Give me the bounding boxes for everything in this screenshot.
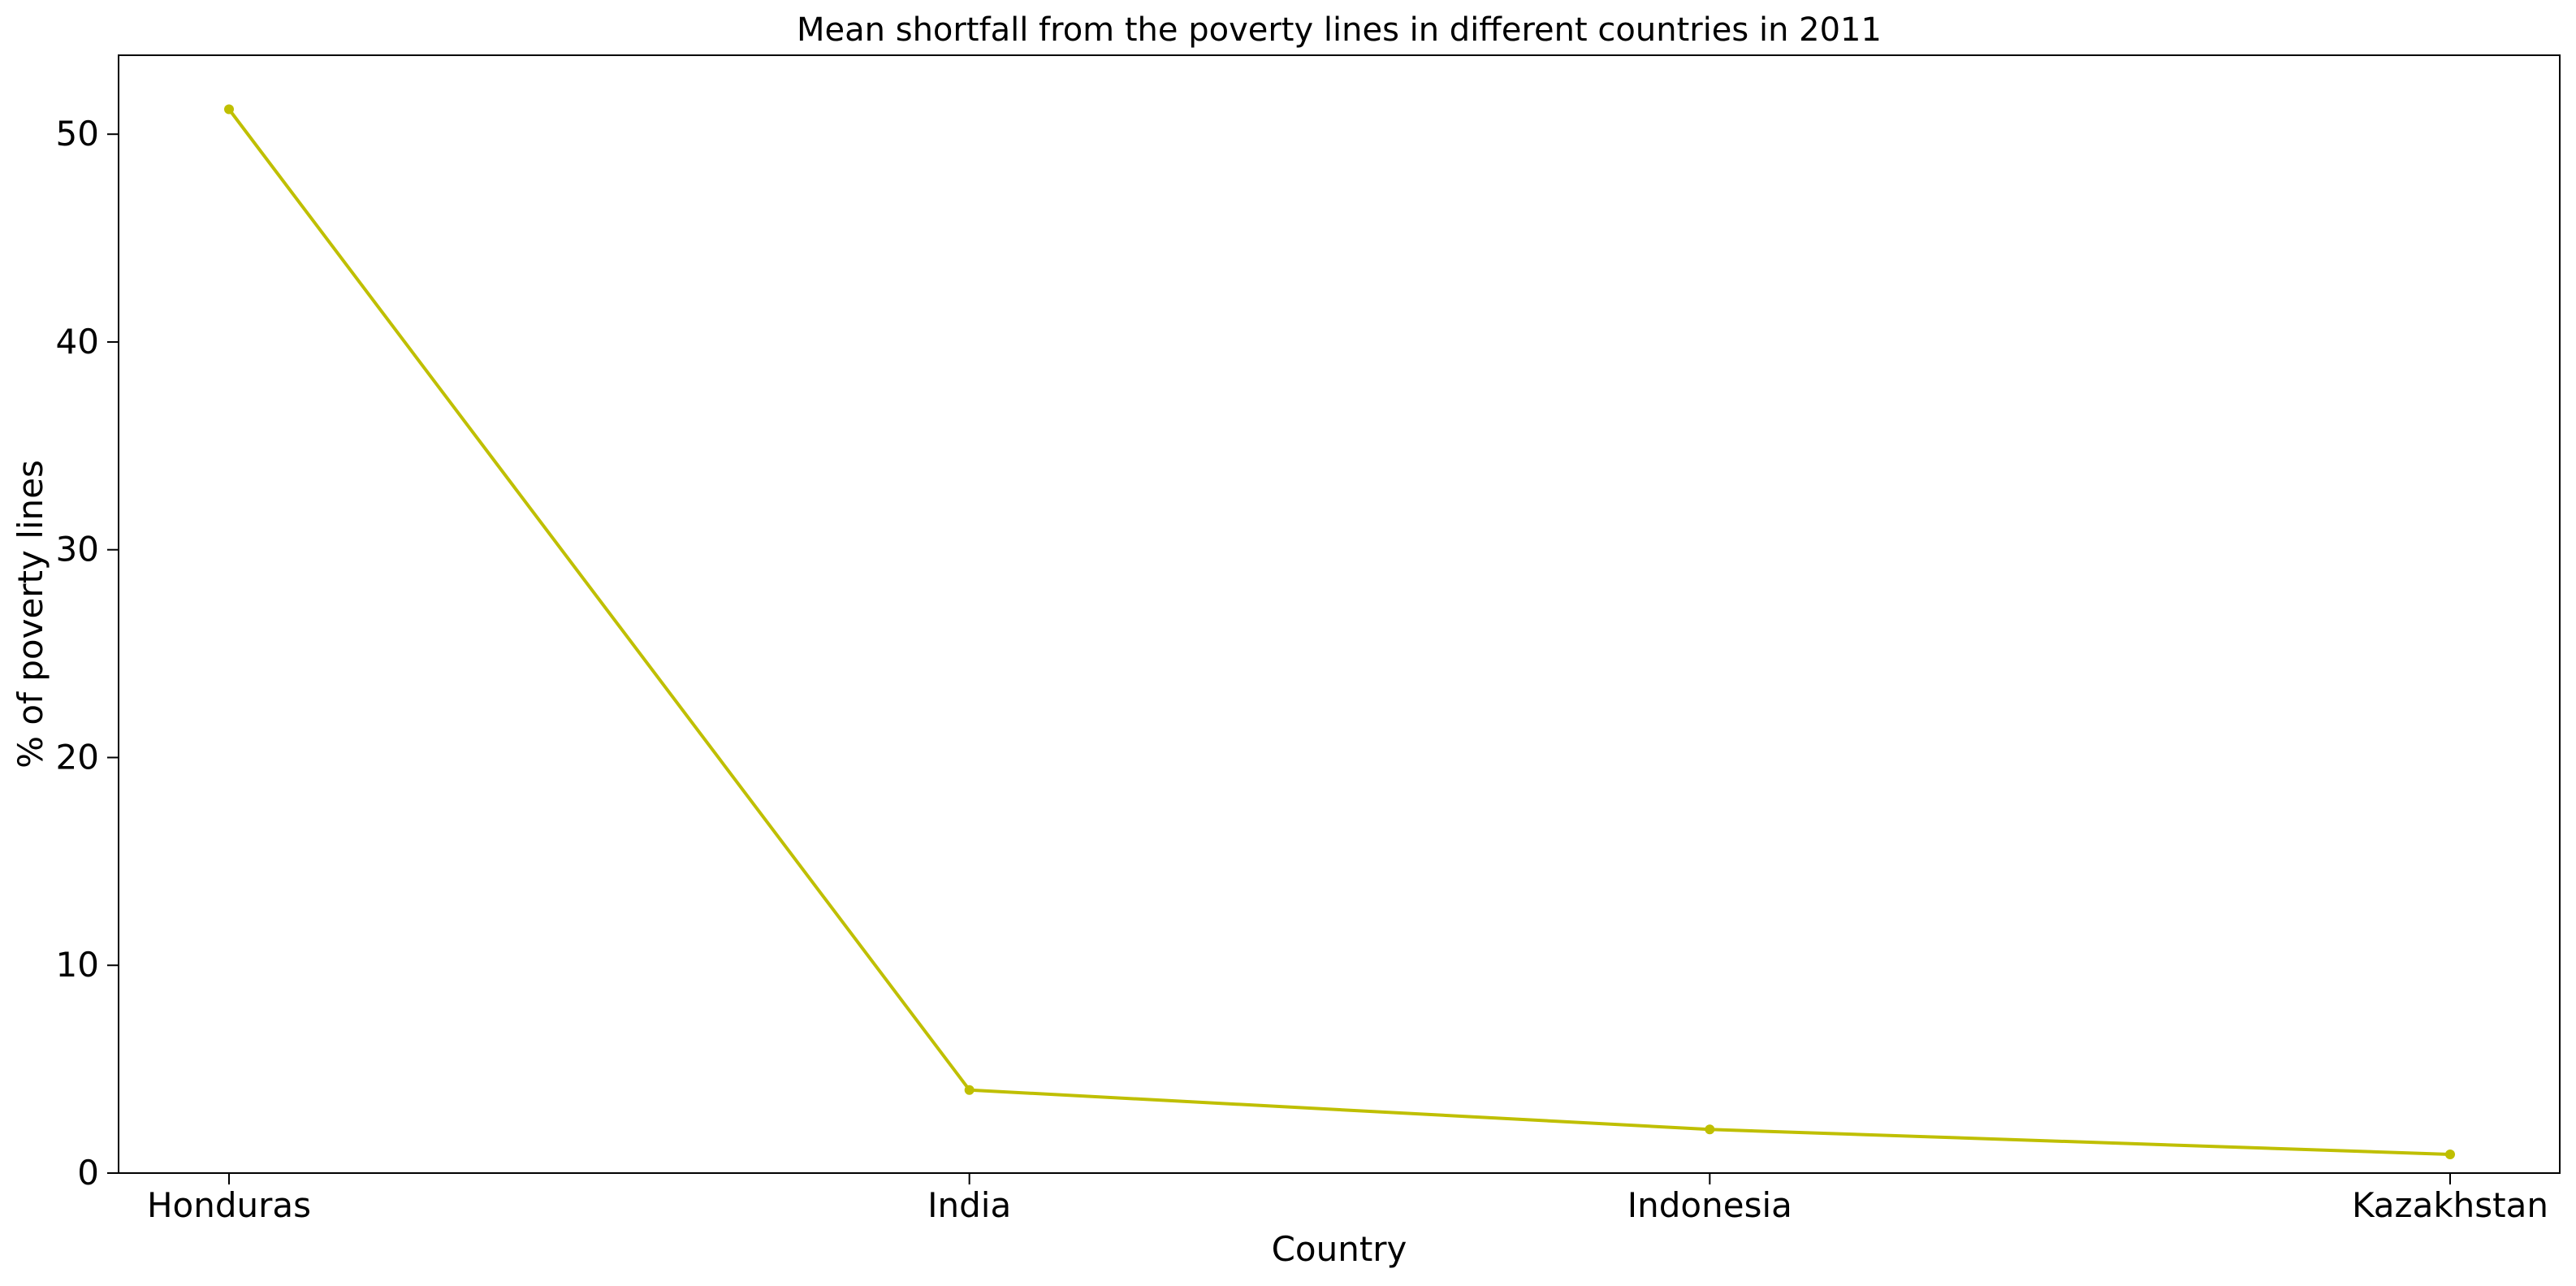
x-tick-label: Indonesia: [1627, 1185, 1792, 1225]
y-tick-label: 40: [56, 322, 99, 362]
x-tick-label: India: [927, 1185, 1011, 1225]
chart-title: Mean shortfall from the poverty lines in…: [797, 11, 1882, 49]
y-tick-label: 30: [56, 530, 99, 569]
data-point: [1705, 1124, 1715, 1135]
data-point: [964, 1085, 975, 1095]
y-tick-label: 0: [77, 1153, 99, 1193]
series-line: [227, 107, 2452, 1156]
y-tick-label: 20: [56, 737, 99, 777]
x-axis-label: Country: [1272, 1229, 1407, 1269]
plot-frame: [118, 54, 2561, 1174]
y-axis-label: % of poverty lines: [11, 460, 50, 769]
series-layer: [224, 104, 2455, 1159]
x-tick-label: Honduras: [147, 1185, 311, 1225]
data-point: [224, 104, 234, 115]
y-tick-label: 10: [56, 945, 99, 985]
ticks-layer: 0 10 20 30 40 50 Honduras India Indonesia Kazakhs…: [56, 114, 2548, 1225]
x-tick-label: Kazakhstan: [2352, 1185, 2548, 1225]
plot-area: [119, 55, 2560, 1173]
y-tick-label: 50: [56, 114, 99, 154]
data-point: [2445, 1149, 2455, 1159]
